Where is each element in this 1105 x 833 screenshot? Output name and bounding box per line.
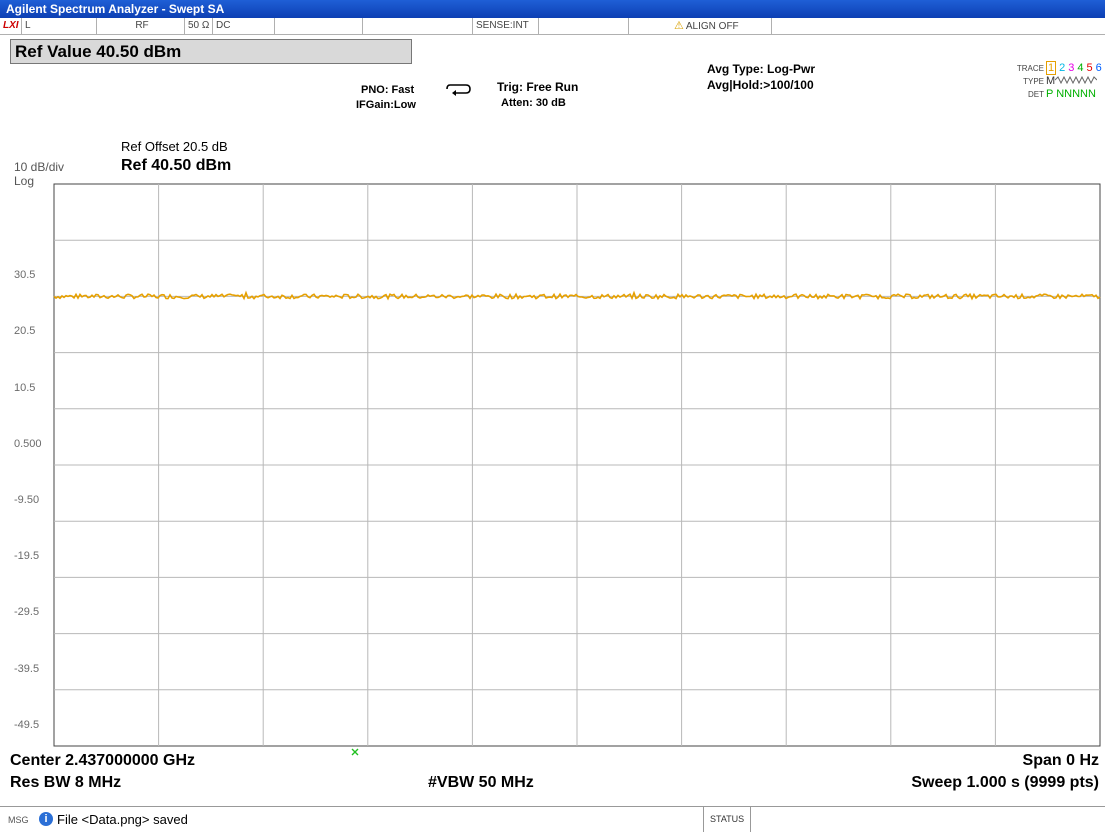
align-indicator: ⚠ ALIGN OFF: [629, 18, 772, 34]
trace-number-2: 2: [1059, 62, 1066, 74]
trace-1-line: [53, 290, 1101, 301]
info-icon: i: [39, 812, 53, 826]
ifgain-label: IFGain:Low: [356, 99, 416, 111]
y-tick-label: -29.5: [14, 606, 40, 619]
ref-offset-label: Ref Offset 20.5 dB: [121, 139, 228, 154]
y-tick-label: 30.5: [14, 269, 36, 282]
scale-log-label: Log: [14, 174, 35, 188]
type-row: TYPE M: [1010, 75, 1105, 88]
impedance-indicator: 50 Ω: [185, 18, 213, 34]
y-tick-label: -39.5: [14, 662, 40, 675]
vbw-label: #VBW 50 MHz: [428, 774, 534, 791]
ref-level-label: Ref 40.50 dBm: [121, 157, 232, 174]
type-key: TYPE: [1023, 77, 1044, 86]
trace-number-6: 6: [1095, 62, 1102, 74]
msg-key: MSG: [8, 815, 29, 825]
y-tick-label: -19.5: [14, 550, 40, 563]
type-value: M: [1046, 75, 1056, 87]
coupling-l: L: [22, 18, 97, 34]
status-blank-2: [363, 18, 473, 34]
trace-number-4: 4: [1077, 62, 1084, 74]
message-text: File <Data.png> saved: [57, 812, 188, 827]
y-tick-label: -9.50: [14, 494, 40, 506]
trace-info-panel: TRACE 1 2 3 4 5 6 TYPE M DET P NNNNN: [1010, 61, 1105, 101]
message-bar: MSG i File <Data.png> saved STATUS: [0, 806, 1105, 833]
sense-label: SENSE:INT: [476, 20, 529, 31]
y-tick-label: -49.5: [14, 718, 40, 731]
avg-hold-label: Avg|Hold:>100/100: [707, 78, 814, 92]
trig-label: Trig: Free Run: [497, 80, 579, 94]
y-tick-label: 20.5: [14, 325, 36, 338]
trigger-marker-icon: [351, 748, 359, 756]
dc-label: DC: [216, 20, 231, 31]
rf-indicator: RF: [97, 18, 185, 34]
det-row: DET P NNNNN: [1010, 88, 1105, 101]
det-value: P NNNNN: [1046, 88, 1096, 100]
graticule-grid: [53, 183, 1101, 747]
lxi-label: LXI: [3, 20, 19, 31]
sweep-label: Sweep 1.000 s (9999 pts): [911, 774, 1099, 791]
spectrum-graticule[interactable]: [0, 0, 1105, 806]
coupling-l-label: L: [25, 20, 31, 31]
atten-label: Atten: 30 dB: [501, 97, 566, 109]
sense-indicator: SENSE:INT: [473, 18, 539, 34]
det-key: DET: [1028, 90, 1044, 99]
align-label: ALIGN OFF: [685, 21, 739, 32]
trace-type-wave-icon: [1054, 75, 1098, 85]
scale-per-div: 10 dB/div: [14, 160, 65, 174]
pno-label: PNO: Fast: [361, 84, 415, 96]
status-button[interactable]: STATUS: [703, 807, 752, 832]
status-blank-1: [275, 18, 363, 34]
trace-number-5: 5: [1086, 62, 1093, 74]
trace-number-1: 1: [1046, 61, 1057, 75]
sweep-loop-icon: [446, 84, 471, 96]
y-tick-label: 0.500: [14, 437, 42, 450]
center-freq-label: Center 2.437000000 GHz: [10, 752, 195, 769]
avg-type-label: Avg Type: Log-Pwr: [707, 62, 815, 76]
status-blank-3: [539, 18, 629, 34]
y-tick-label: 10.5: [14, 381, 36, 394]
window-title: Agilent Spectrum Analyzer - Swept SA: [0, 0, 1105, 18]
status-row: LXI L RF 50 Ω DC SENSE:INT ⚠ ALIGN OFF: [0, 18, 1105, 35]
trace-row: TRACE 1 2 3 4 5 6: [1010, 61, 1105, 75]
ref-value-box[interactable]: Ref Value 40.50 dBm: [10, 39, 412, 64]
lxi-badge: LXI: [0, 18, 22, 34]
rf-label: RF: [135, 20, 149, 31]
trace-number-3: 3: [1068, 62, 1075, 74]
span-label: Span 0 Hz: [1022, 752, 1099, 769]
dc-indicator: DC: [213, 18, 275, 34]
impedance-label: 50 Ω: [188, 20, 210, 31]
res-bw-label: Res BW 8 MHz: [10, 774, 122, 791]
warning-icon: ⚠: [674, 20, 684, 32]
trace-key: TRACE: [1016, 64, 1044, 73]
